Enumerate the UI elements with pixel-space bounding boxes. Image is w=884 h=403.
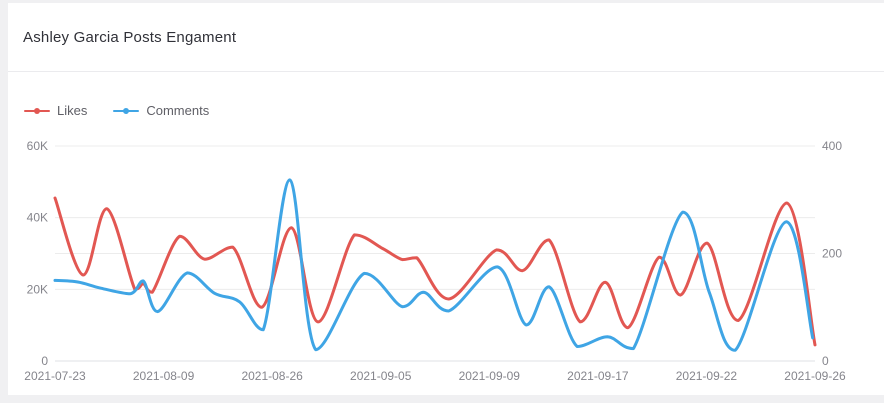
x-axis-date-label: 2021-08-09 [133, 369, 195, 383]
y-axis-left-label: 0 [41, 354, 48, 368]
engagement-line-chart[interactable]: 0 20K 40K 60K 0 200 400 2021-07-23 2021-08-09 202… [8, 3, 884, 395]
y-axis-left-label: 40K [27, 211, 48, 225]
legend-item-likes[interactable]: Likes [24, 103, 87, 118]
x-axis-date-label: 2021-07-23 [24, 369, 86, 383]
y-axis-left-label: 20K [27, 282, 48, 296]
x-axis-date-label: 2021-08-26 [241, 369, 303, 383]
legend-label: Likes [57, 103, 88, 118]
chart-legend: Likes Comments [24, 103, 209, 118]
x-axis-date-label: 2021-09-17 [567, 369, 629, 383]
y-axis-right-label: 400 [822, 139, 842, 153]
x-axis-date-label: 2021-09-05 [350, 369, 412, 383]
x-axis-date-label: 2021-09-26 [784, 369, 846, 383]
page-title: Ashley Garcia Posts Engament [23, 28, 237, 46]
y-axis-right-label: 200 [822, 247, 842, 261]
engagement-card: Ashley Garcia Posts Engament Likes Comme… [8, 3, 884, 395]
y-axis-left-label: 60K [27, 139, 48, 153]
legend-label: Comments [146, 103, 210, 118]
series-line-comments [53, 178, 815, 352]
x-axis-date-label: 2021-09-22 [676, 369, 738, 383]
series-line-likes [53, 196, 817, 347]
comments-line-icon [113, 107, 140, 115]
card-header: Ashley Garcia Posts Engament [8, 3, 884, 72]
legend-item-comments[interactable]: Comments [113, 103, 209, 118]
x-axis-date-label: 2021-09-09 [459, 369, 521, 383]
likes-line-icon [24, 107, 50, 115]
y-axis-right-label: 0 [822, 354, 829, 368]
